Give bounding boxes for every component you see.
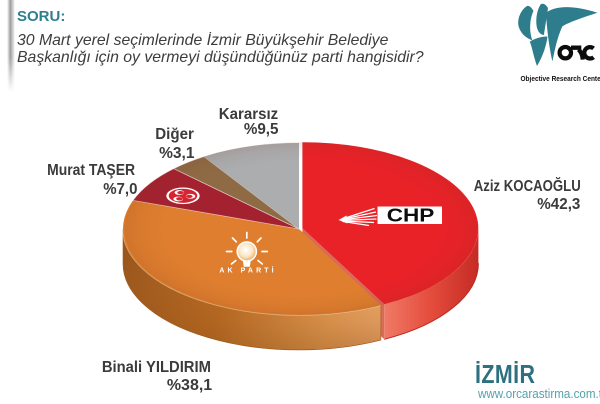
svg-text:AK PARTİ: AK PARTİ: [219, 267, 276, 275]
svg-text:Objective Research Center: Objective Research Center: [521, 76, 600, 83]
svg-text:CHP: CHP: [387, 205, 435, 226]
